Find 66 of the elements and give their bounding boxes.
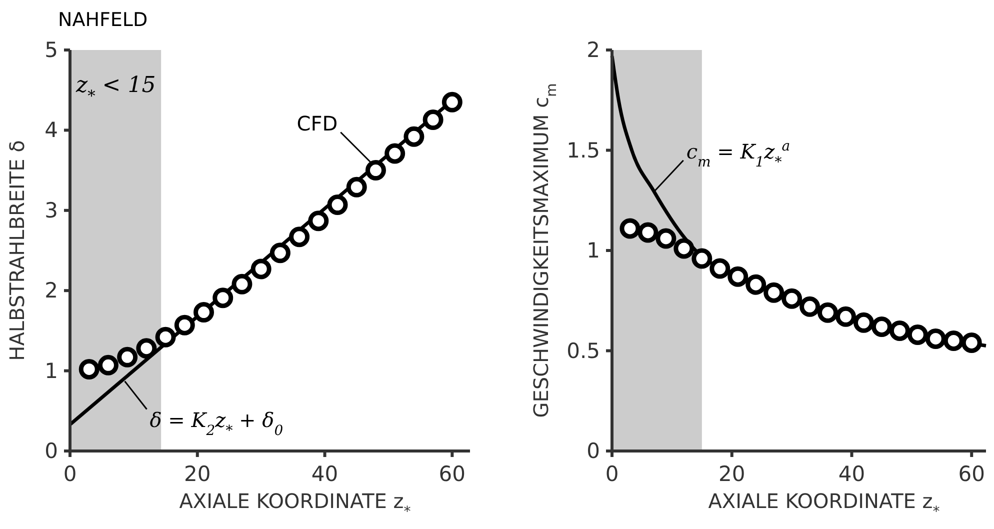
x-tick-label: 0	[605, 462, 619, 486]
x-tick-label: 60	[438, 462, 466, 486]
point	[638, 222, 658, 243]
y-tick-label: 5	[44, 38, 58, 62]
y-tick-label: 2	[44, 278, 58, 303]
point	[943, 330, 964, 351]
point	[384, 143, 406, 164]
x-axis-title: AXIALE KOORDINATE z$_{*}$	[708, 489, 940, 520]
point	[404, 126, 424, 147]
point	[136, 338, 157, 359]
point	[250, 258, 272, 280]
y-tick-label: 1	[586, 238, 600, 262]
y-axis-title: HALBSTRAHLBREITE δ	[5, 140, 29, 361]
point	[674, 238, 694, 259]
point	[710, 258, 730, 279]
band-label: z$_{*}$ < 15	[75, 73, 156, 105]
point	[925, 328, 946, 349]
point	[871, 316, 892, 337]
point	[98, 354, 118, 376]
point	[656, 228, 676, 249]
point	[961, 332, 982, 353]
point	[308, 210, 329, 232]
chart-title: NAHFELD	[58, 9, 148, 31]
point	[728, 266, 748, 287]
point	[270, 242, 290, 264]
point	[853, 312, 874, 333]
x-tick-label: 0	[63, 462, 77, 486]
y-tick-label: 1.5	[566, 138, 600, 162]
annotation: δ = K$_{2}$z$_{*}$ + δ$_{0}$	[150, 408, 284, 440]
point	[836, 306, 856, 327]
point	[212, 288, 234, 308]
x-tick-label: 60	[958, 462, 985, 486]
point	[232, 274, 252, 294]
point	[327, 194, 348, 216]
point	[422, 110, 444, 130]
y-tick-label: 3	[44, 198, 58, 222]
point	[289, 226, 310, 248]
y-tick-label: 4	[44, 118, 58, 142]
point	[746, 274, 766, 295]
annotation: CFD	[296, 111, 338, 136]
y-tick-label: 0	[44, 439, 58, 463]
y-tick-label: 2	[586, 38, 600, 62]
y-tick-label: 0	[586, 439, 600, 463]
point	[365, 160, 386, 181]
point	[78, 358, 100, 380]
point	[442, 92, 462, 112]
point	[907, 324, 928, 345]
point	[782, 288, 802, 309]
point	[818, 302, 838, 323]
x-axis-title: AXIALE KOORDINATE z$_{*}$	[179, 489, 411, 520]
y-tick-label: 1	[44, 358, 58, 383]
point	[620, 218, 640, 239]
x-tick-label: 40	[311, 462, 338, 486]
point	[117, 346, 138, 368]
y-tick-label: 0.5	[566, 338, 600, 363]
point	[800, 296, 820, 317]
point	[764, 282, 784, 303]
x-tick-label: 40	[838, 462, 866, 486]
point	[194, 302, 214, 323]
point	[692, 248, 712, 269]
point	[346, 176, 367, 198]
point	[889, 320, 910, 341]
point	[155, 326, 176, 348]
x-tick-label: 20	[718, 462, 746, 486]
x-tick-label: 20	[184, 462, 211, 486]
point	[174, 314, 195, 336]
